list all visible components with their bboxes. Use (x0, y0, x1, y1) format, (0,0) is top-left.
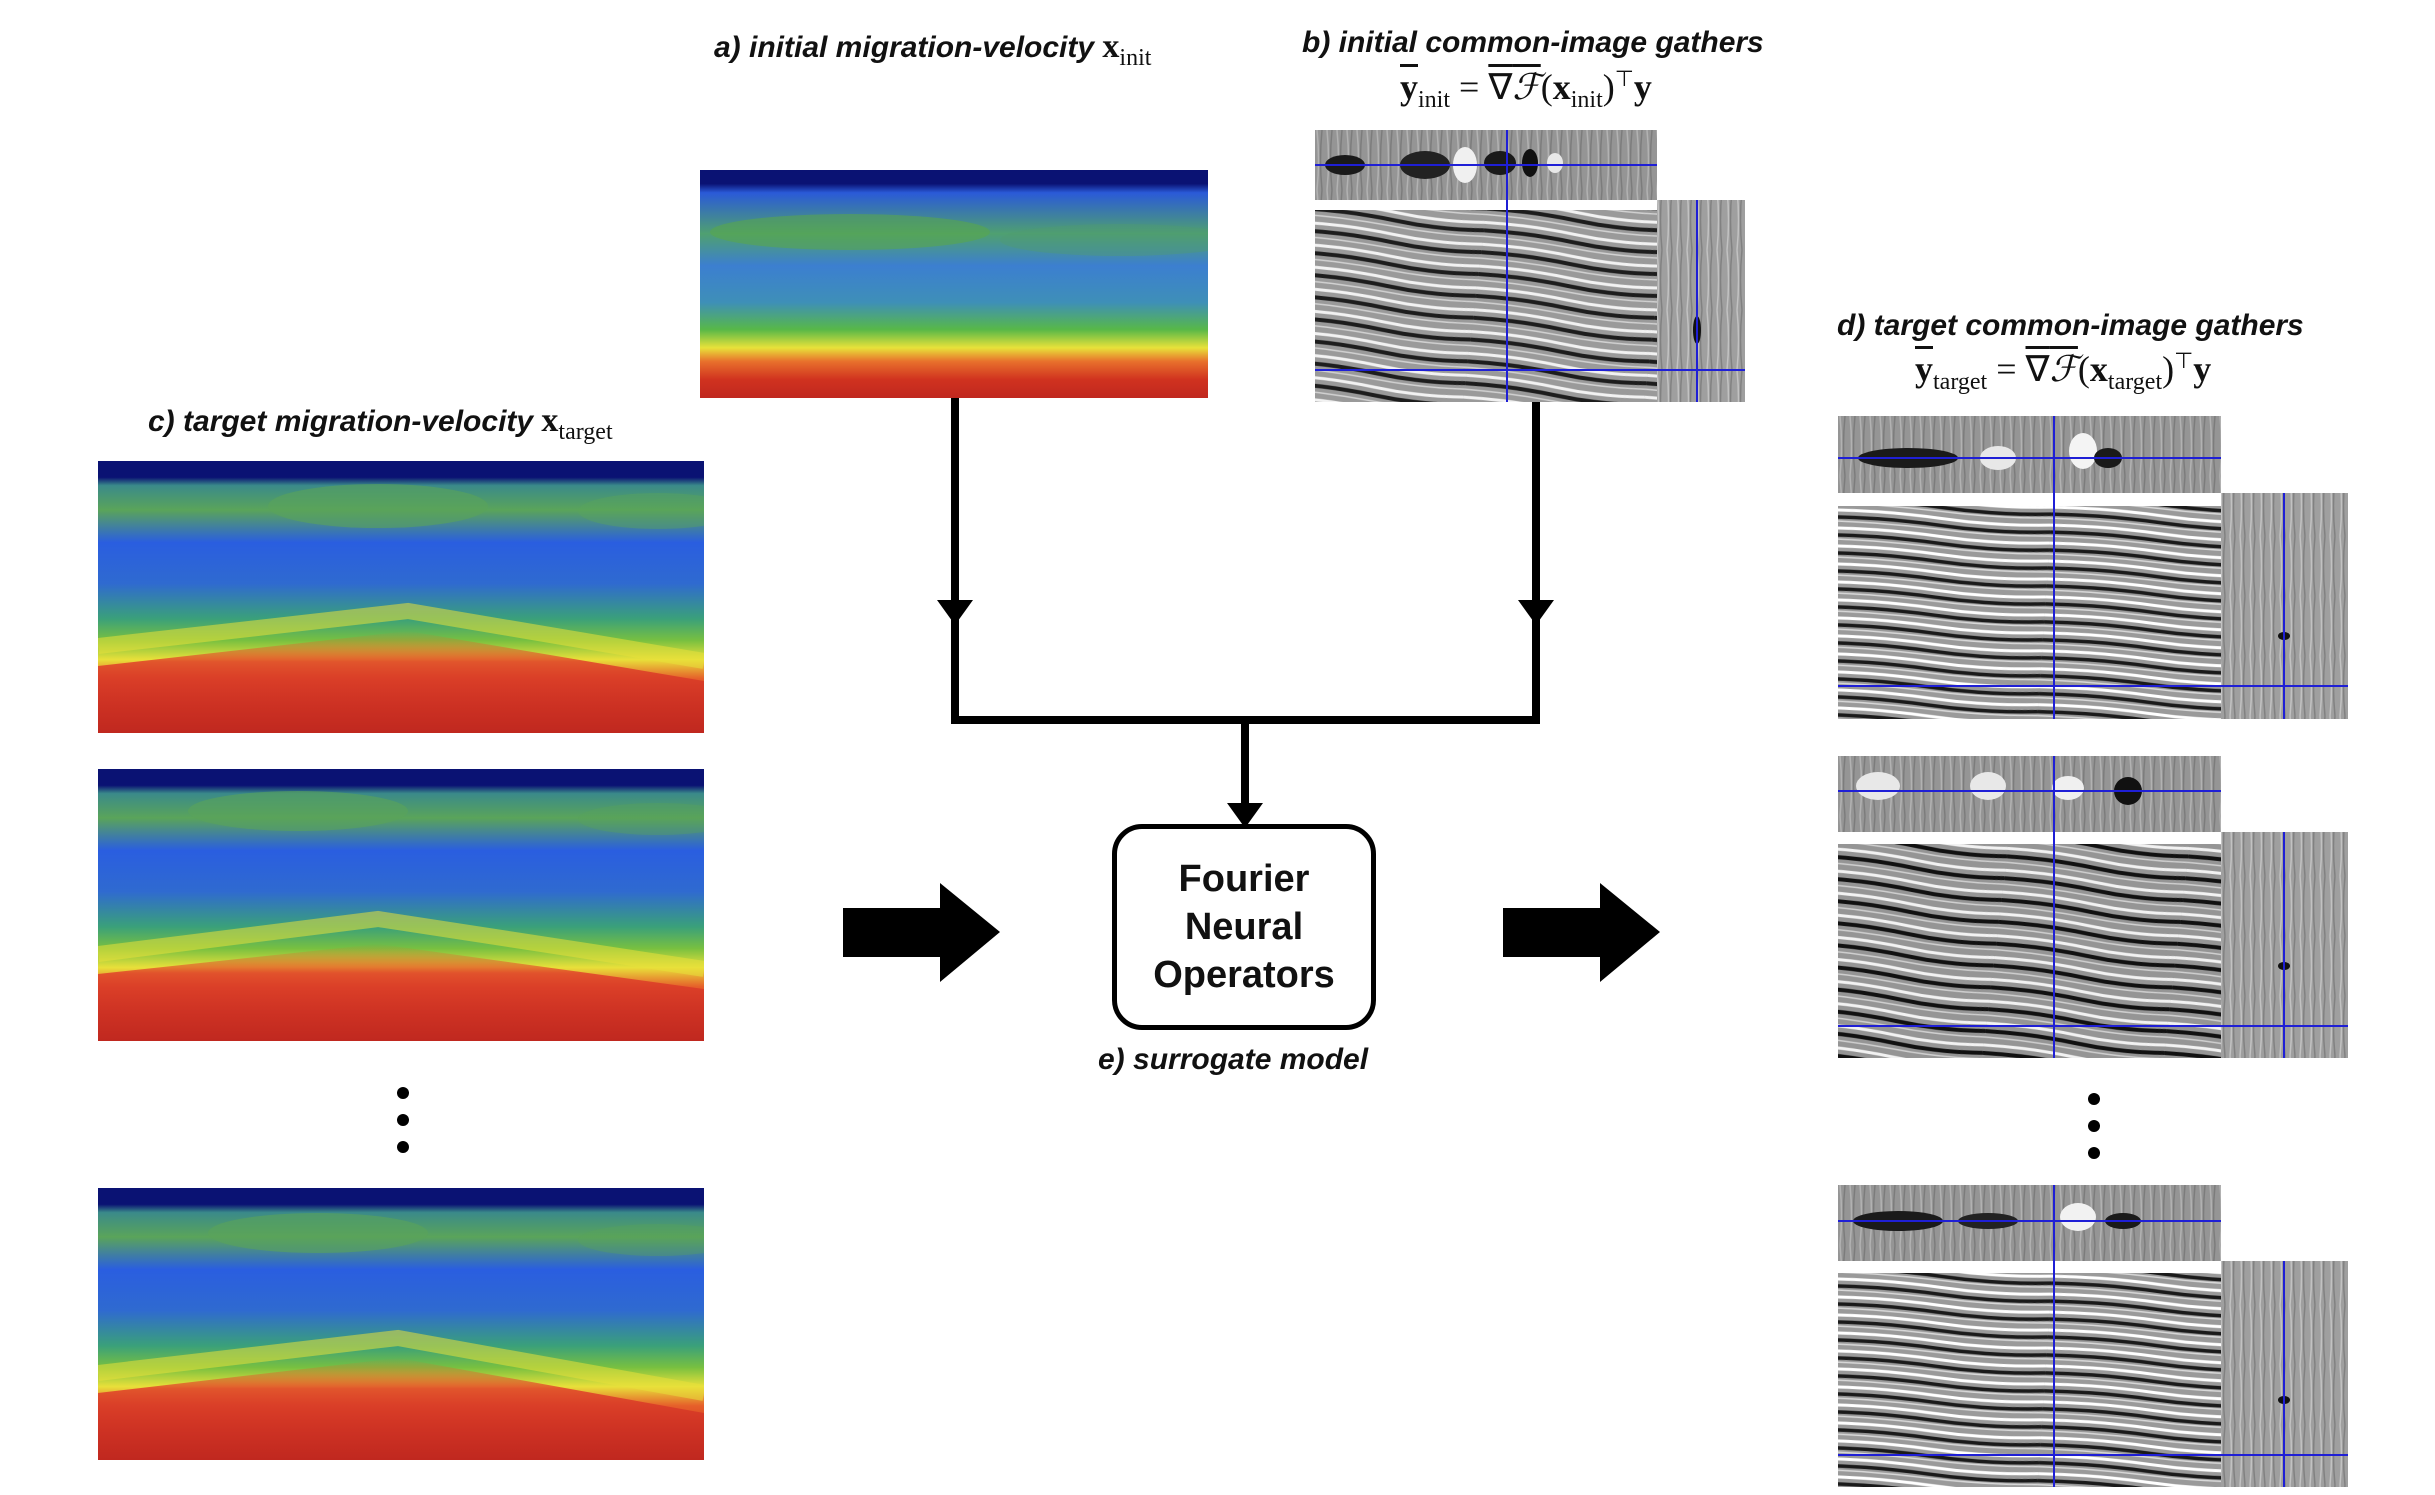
eq-d-rhs: y (2193, 349, 2212, 389)
target-cig-svg-3 (1838, 1185, 2348, 1487)
target-cig-svg-1 (1838, 416, 2348, 719)
arrowhead-right (1518, 600, 1554, 625)
right-arrow-icon (843, 883, 1000, 982)
right-arrow-icon (1503, 883, 1660, 982)
fourier-neural-operators-box: Fourier Neural Operators (1112, 824, 1376, 1030)
ellipsis-dot (2088, 1120, 2100, 1132)
fno-line-1: Fourier (1178, 858, 1310, 900)
label-b-text: b) initial common-image gathers (1302, 26, 1764, 59)
ellipsis-dot (397, 1087, 409, 1099)
eq-d-arg: x (2089, 349, 2108, 389)
target-velocity-image-1 (98, 461, 704, 733)
eq-b-arg: x (1552, 67, 1571, 107)
eq-b-nabla: ∇ (1488, 67, 1513, 107)
label-c-text: c) target migration-velocity (148, 405, 534, 438)
vertical-ellipsis-icon (2088, 1093, 2100, 1174)
ellipsis-dot (397, 1114, 409, 1126)
label-c-var: x (541, 402, 559, 439)
ellipsis-dot (397, 1141, 409, 1153)
eq-b-transpose: ⊤ (1614, 66, 1634, 91)
label-c-sub: target (558, 418, 613, 445)
eq-b-rhs: y (1633, 67, 1652, 107)
eq-d-lhs-sub: target (1933, 369, 1988, 396)
label-c-target-velocity: c) target migration-velocity xtarget (148, 402, 613, 446)
target-cig-image-2 (1838, 756, 2348, 1058)
eq-b-arg-sub: init (1570, 87, 1603, 114)
label-d-text: d) target common-image gathers (1837, 309, 2304, 342)
target-velocity-svg-2 (98, 769, 704, 1041)
eq-b-lhs-sub: init (1418, 87, 1451, 114)
target-cig-image-3 (1838, 1185, 2348, 1487)
fno-line-3: Operators (1153, 954, 1335, 996)
initial-velocity-svg (700, 170, 1208, 398)
initial-cig-svg (1315, 130, 1745, 402)
initial-cig-image (1315, 130, 1745, 402)
eq-b-lhs: y (1400, 67, 1418, 107)
target-velocity-svg-1 (98, 461, 704, 733)
label-e-text: e) surrogate model (1098, 1043, 1369, 1076)
label-e-surrogate-model: e) surrogate model (1098, 1043, 1368, 1077)
eq-d-F: ℱ (2049, 349, 2078, 389)
target-velocity-image-3 (98, 1188, 704, 1460)
ellipsis-dot (2088, 1093, 2100, 1105)
equation-d: ytarget = ∇ℱ(xtarget)⊤y (1915, 348, 2212, 396)
label-a-sub: init (1119, 44, 1152, 71)
eq-d-nabla: ∇ (2025, 349, 2050, 389)
eq-d-lhs: y (1915, 349, 1933, 389)
arrowhead-left (937, 600, 973, 625)
arrowhead-down (1227, 803, 1263, 828)
target-cig-svg-2 (1838, 756, 2348, 1058)
label-a-var: x (1102, 28, 1120, 65)
eq-d-equals: = (1996, 349, 2017, 389)
initial-velocity-image (700, 170, 1208, 398)
target-velocity-image-2 (98, 769, 704, 1041)
eq-d-transpose: ⊤ (2174, 348, 2194, 373)
eq-b-F: ℱ (1512, 67, 1541, 107)
label-a-initial-velocity: a) initial migration-velocity xinit (714, 28, 1151, 72)
label-a-text: a) initial migration-velocity (714, 31, 1095, 64)
label-d-target-gathers: d) target common-image gathers (1837, 309, 2304, 343)
vertical-ellipsis-icon (397, 1087, 409, 1168)
eq-d-arg-sub: target (2107, 369, 2163, 396)
ellipsis-dot (2088, 1147, 2100, 1159)
label-b-initial-gathers: b) initial common-image gathers (1302, 26, 1764, 60)
eq-b-equals: = (1459, 67, 1480, 107)
target-velocity-svg-3 (98, 1188, 704, 1460)
fno-line-2: Neural (1184, 906, 1304, 948)
equation-b: yinit = ∇ℱ(xinit)⊤y (1400, 66, 1652, 114)
target-cig-image-1 (1838, 416, 2348, 719)
